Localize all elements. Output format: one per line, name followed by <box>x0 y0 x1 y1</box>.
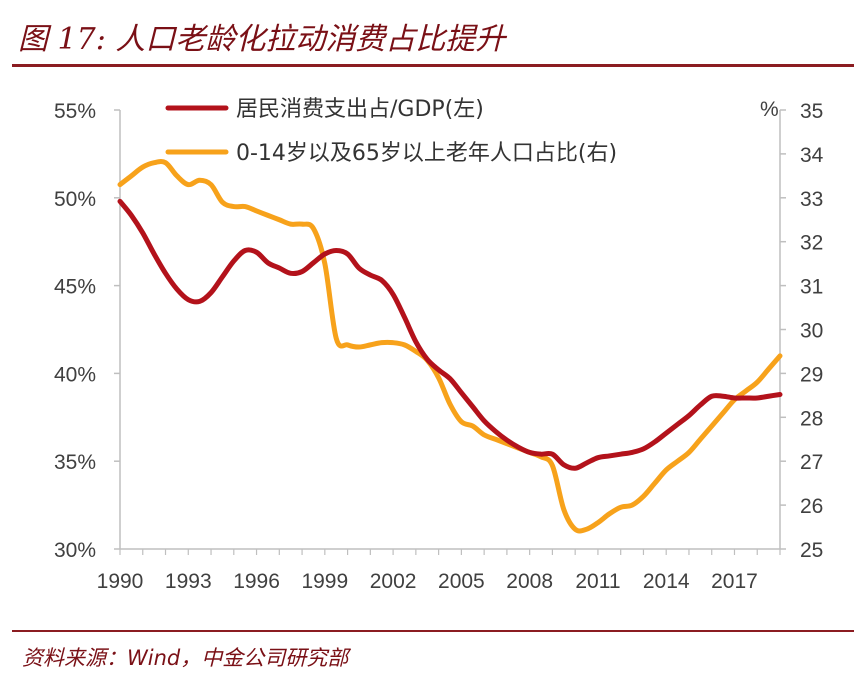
right-tick-label: 26 <box>800 495 823 518</box>
right-tick-label: 35 <box>800 100 823 123</box>
left-tick-label: 45% <box>54 276 96 299</box>
x-tick-label: 1993 <box>165 570 212 593</box>
x-tick-label: 2014 <box>643 570 690 593</box>
right-axis-ticks: 25 26 27 28 29 30 31 32 33 34 35 <box>780 100 824 562</box>
x-tick-label: 1999 <box>301 570 348 593</box>
chart-series <box>117 159 783 534</box>
right-tick-label: 27 <box>800 451 823 474</box>
left-axis-ticks: 30% 35% 40% 45% 50% 55% <box>54 100 120 562</box>
right-tick-label: 31 <box>800 276 823 299</box>
chart-axes <box>119 110 781 550</box>
figure-title: 图 17: 人口老龄化拉动消费占比提升 <box>18 22 506 57</box>
x-tick-label: 1990 <box>97 570 144 593</box>
x-tick-label: 2002 <box>370 570 417 593</box>
left-tick-label: 35% <box>54 451 96 474</box>
x-tick-label: 2005 <box>438 570 485 593</box>
left-tick-label: 40% <box>54 363 96 386</box>
right-tick-label: 32 <box>800 232 823 255</box>
legend-item-consumption-label: 居民消费支出占/GDP(左) <box>236 97 484 122</box>
right-axis-unit: % <box>760 98 779 121</box>
left-tick-label: 30% <box>54 539 96 562</box>
consumption-gdp-line <box>117 198 783 471</box>
right-tick-label: 33 <box>800 188 823 211</box>
left-tick-label: 55% <box>54 100 96 123</box>
x-tick-label: 2017 <box>711 570 758 593</box>
right-tick-label: 30 <box>800 320 823 343</box>
right-tick-label: 25 <box>800 539 823 562</box>
dependency-ratio-line <box>117 159 783 534</box>
x-axis-ticks: 1990 1993 1996 1999 2002 2005 2008 2011 2014 2017 <box>97 549 781 593</box>
chart-legend: 居民消费支出占/GDP(左) 0-14岁以及65岁以上老年人口占比(右) <box>165 97 617 166</box>
x-tick-label: 1996 <box>233 570 280 593</box>
x-tick-label: 2011 <box>575 570 620 593</box>
right-tick-label: 34 <box>800 144 824 167</box>
x-tick-label: 2008 <box>506 570 553 593</box>
source-divider <box>12 630 854 632</box>
source-note: 资料来源：Wind，中金公司研究部 <box>22 646 349 670</box>
right-tick-label: 28 <box>800 407 823 430</box>
right-tick-label: 29 <box>800 363 823 386</box>
title-divider <box>12 64 854 67</box>
legend-item-dependency-label: 0-14岁以及65岁以上老年人口占比(右) <box>236 141 617 166</box>
left-tick-label: 50% <box>54 188 96 211</box>
